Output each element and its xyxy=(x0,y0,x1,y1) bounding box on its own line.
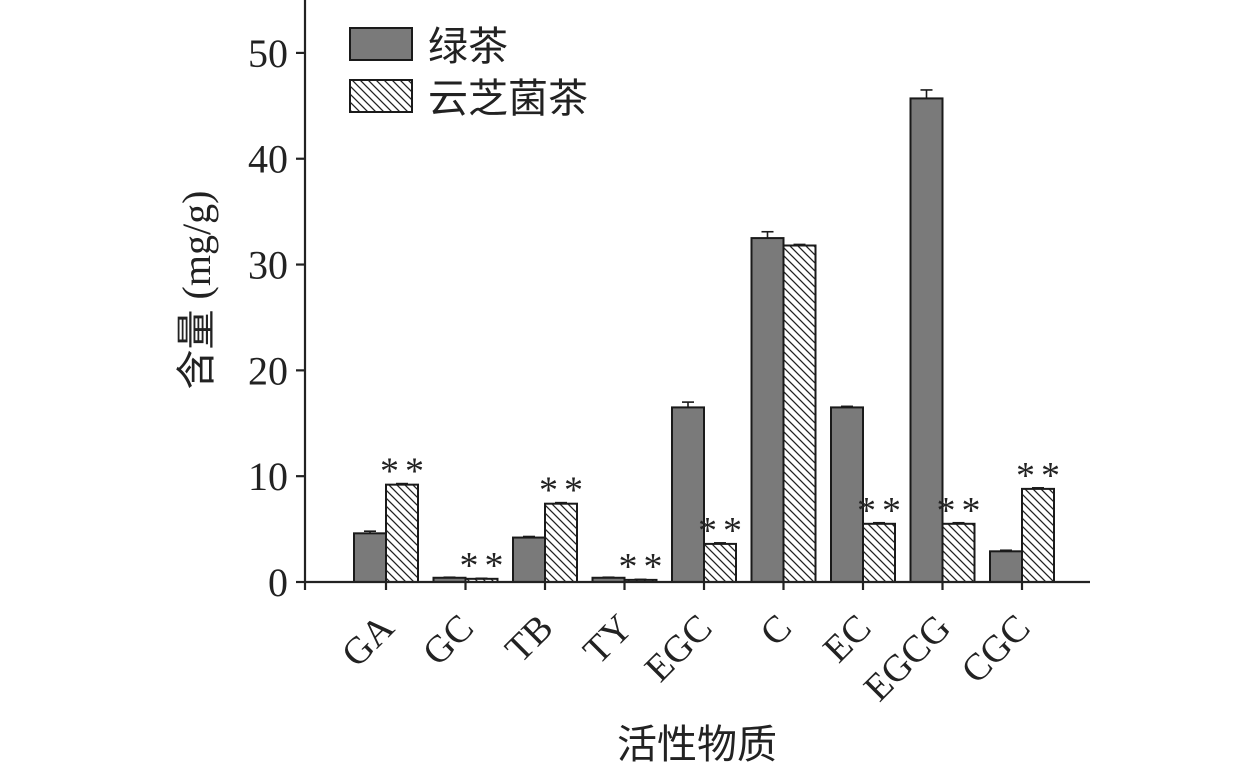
bar-green-tea-egc xyxy=(671,406,705,583)
error-bar xyxy=(396,482,408,485)
bar-yunzhi-tea-tb xyxy=(544,502,578,584)
y-axis-title: 含量 (mg/g) xyxy=(174,191,219,390)
x-tick-label: GA xyxy=(334,606,403,675)
bar-yunzhi-tea-c xyxy=(782,244,817,584)
significance-label: ** xyxy=(698,510,748,552)
error-bar xyxy=(761,230,774,239)
error-bar xyxy=(555,501,567,504)
error-bar xyxy=(475,577,488,580)
error-bar xyxy=(841,405,853,408)
bar-yunzhi-tea-ga xyxy=(385,483,419,584)
x-tick-label: C xyxy=(752,607,800,655)
error-bar xyxy=(1032,487,1044,489)
error-bar xyxy=(793,243,806,246)
y-tick-label: 20 xyxy=(248,348,288,393)
error-bar xyxy=(952,521,965,524)
x-tick-label: CGC xyxy=(953,607,1038,692)
significance-label: ** xyxy=(1016,455,1066,497)
y-tick-label: 0 xyxy=(268,560,288,605)
legend-swatch-yunzhi-tea xyxy=(349,79,413,113)
error-bar xyxy=(920,89,933,99)
significance-label: ** xyxy=(857,490,907,532)
error-bar xyxy=(1000,549,1012,552)
significance-label: ** xyxy=(460,545,510,587)
bar-green-tea-tb xyxy=(512,536,546,583)
bar-yunzhi-tea-ec xyxy=(862,522,896,583)
legend: 绿茶 云芝菌茶 xyxy=(349,24,588,121)
y-tick-label: 50 xyxy=(248,31,288,76)
bar-yunzhi-tea-egcg xyxy=(941,522,976,583)
y-tick-label: 30 xyxy=(248,243,288,288)
axes xyxy=(303,0,1090,590)
bar-green-tea-ga xyxy=(353,532,387,583)
bars-layer xyxy=(353,97,1055,584)
legend-swatch-green-tea xyxy=(349,27,413,61)
x-tick-label: TY xyxy=(575,607,641,673)
significance-label: ** xyxy=(937,490,987,532)
y-axis-ticks: 0 10 20 30 40 50 xyxy=(248,31,305,605)
legend-label-green-tea: 绿茶 xyxy=(428,24,508,69)
legend-label-yunzhi-tea: 云芝菌茶 xyxy=(428,76,588,121)
error-bar xyxy=(714,542,726,544)
error-bar xyxy=(873,521,885,524)
x-tick-label: TB xyxy=(497,607,561,671)
significance-label: ** xyxy=(619,546,669,588)
y-tick-label: 40 xyxy=(248,137,288,182)
x-tick-label: EGC xyxy=(637,607,720,690)
error-bar xyxy=(364,530,376,534)
x-axis-title: 活性物质 xyxy=(617,722,777,767)
x-tick-label: EGCG xyxy=(856,607,959,710)
error-bar xyxy=(443,576,456,579)
error-bar xyxy=(634,578,647,581)
significance-label: ** xyxy=(380,451,430,493)
y-tick-label: 10 xyxy=(248,454,288,499)
bar-green-tea-c xyxy=(750,237,785,583)
error-bars-layer xyxy=(364,89,1044,581)
significance-label: ** xyxy=(539,470,589,512)
bar-yunzhi-tea-cgc xyxy=(1021,487,1055,584)
x-tick-label: EC xyxy=(815,607,879,671)
x-tick-label: GC xyxy=(415,607,482,674)
error-bar xyxy=(523,535,535,538)
significance-layer: ** ** ** ** ** ** ** ** xyxy=(380,451,1066,588)
error-bar xyxy=(682,401,694,408)
error-bar xyxy=(602,576,615,579)
bar-green-tea-cgc xyxy=(989,550,1023,584)
